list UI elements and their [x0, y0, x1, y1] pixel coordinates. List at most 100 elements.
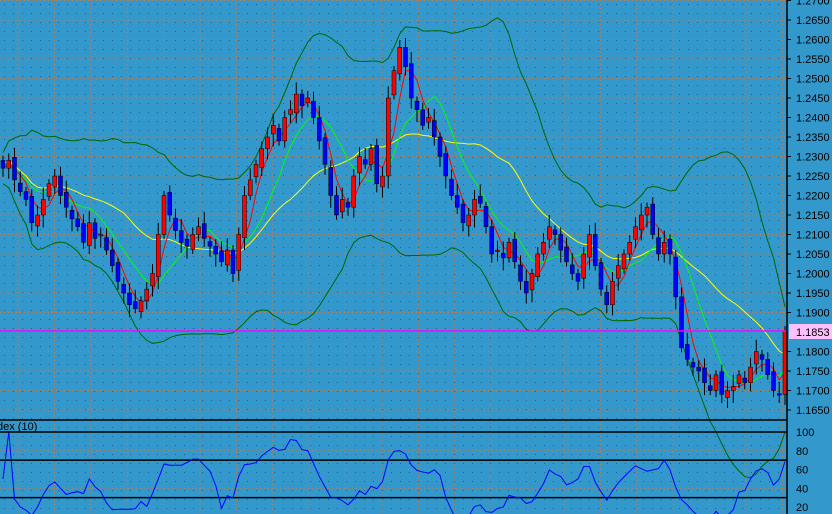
candle-down: [23, 191, 29, 200]
y-tick-label: 1.2450: [796, 93, 830, 105]
candle-down: [524, 281, 529, 294]
ma-slow-line: [2, 133, 786, 355]
candle-up: [248, 179, 253, 196]
y-tick-label: 1.2350: [796, 132, 830, 144]
indicator-tick-label: 80: [796, 446, 808, 458]
candle-down: [179, 230, 184, 243]
candle-up: [190, 234, 195, 250]
candle-up: [138, 300, 144, 312]
last-price-label: 1.1853: [796, 327, 830, 339]
candle-up: [535, 253, 540, 277]
candle-up: [621, 253, 627, 270]
y-tick-label: 1.1750: [796, 366, 830, 378]
candle-down: [58, 175, 63, 196]
candle-down: [92, 222, 98, 239]
y-tick-label: 1.2600: [796, 35, 830, 47]
y-tick-label: 1.2400: [796, 113, 830, 125]
candle-up: [472, 199, 477, 216]
candle-down: [75, 218, 80, 227]
candle-down: [322, 137, 328, 165]
candle-down: [483, 206, 489, 227]
candle-down: [489, 226, 494, 255]
candle-down: [69, 210, 75, 220]
candle-up: [426, 117, 431, 123]
candle-down: [564, 246, 569, 263]
candle-down: [167, 192, 172, 216]
candle-up: [265, 136, 270, 149]
candle-down: [673, 256, 678, 298]
candle-up: [259, 148, 264, 168]
candle-up: [731, 386, 736, 391]
candle-up: [41, 199, 46, 216]
candle-up: [610, 281, 615, 305]
candle-down: [765, 359, 770, 376]
candle-up: [495, 249, 500, 252]
candle-up: [662, 242, 667, 255]
candle-down: [104, 237, 109, 251]
candle-down: [311, 100, 316, 118]
candle-down: [512, 238, 517, 263]
indicator-label: dex (10): [0, 421, 37, 433]
bollinger-lower-band: [2, 183, 786, 479]
candle-down: [604, 291, 609, 305]
candle-up: [633, 226, 638, 240]
y-tick-label: 1.2550: [796, 54, 830, 66]
candle-down: [219, 250, 224, 263]
candle-up: [271, 125, 276, 135]
candle-down: [696, 366, 701, 372]
candle-down: [110, 249, 115, 266]
candle-up: [288, 109, 293, 115]
candle-up: [466, 214, 471, 227]
last-price-label-bg: [789, 324, 832, 339]
candle-up: [150, 273, 155, 287]
y-tick-label: 1.1950: [796, 288, 830, 300]
candle-up: [98, 234, 103, 237]
candle-down: [449, 178, 454, 196]
candle-down: [230, 249, 236, 274]
candle-down: [184, 238, 190, 247]
candle-up: [46, 183, 52, 197]
candle-up: [713, 374, 719, 391]
candle-up: [529, 273, 535, 291]
candle-down: [115, 262, 121, 282]
candle-down: [81, 223, 86, 243]
candle-down: [679, 296, 684, 348]
candle-up: [52, 175, 57, 188]
candle-down: [414, 100, 420, 110]
candle-down: [685, 344, 690, 360]
candle-down: [443, 153, 448, 177]
candle-up: [639, 214, 644, 231]
candle-up: [397, 47, 402, 75]
candle-down: [334, 195, 339, 216]
candle-up: [340, 199, 345, 213]
candle-up: [380, 175, 385, 188]
y-tick-label: 1.2100: [796, 230, 830, 242]
candle-down: [719, 371, 724, 395]
y-tick-label: 1.2650: [796, 15, 830, 27]
bollinger-bands: [2, 17, 786, 479]
candle-down: [202, 223, 207, 239]
candle-down: [656, 237, 661, 255]
candle-down: [276, 128, 282, 142]
candle-down: [121, 284, 126, 294]
candle-down: [455, 195, 460, 208]
candle-down: [409, 63, 414, 99]
candle-up: [35, 214, 40, 227]
candle-down: [650, 203, 655, 235]
candle-up: [748, 366, 753, 383]
y-tick-label: 1.2200: [796, 191, 830, 203]
candle-down: [0, 160, 6, 169]
candle-down: [702, 367, 707, 383]
candle-down: [552, 229, 558, 235]
indicator-tick-label: 40: [796, 483, 808, 495]
candle-down: [133, 301, 138, 309]
candle-down: [437, 136, 443, 157]
candle-up: [391, 70, 397, 96]
candle-down: [328, 167, 333, 196]
candle-up: [294, 93, 299, 114]
bollinger-upper-band: [2, 17, 786, 307]
candle-up: [725, 390, 730, 398]
candle-down: [432, 120, 437, 138]
candle-down: [478, 196, 483, 204]
